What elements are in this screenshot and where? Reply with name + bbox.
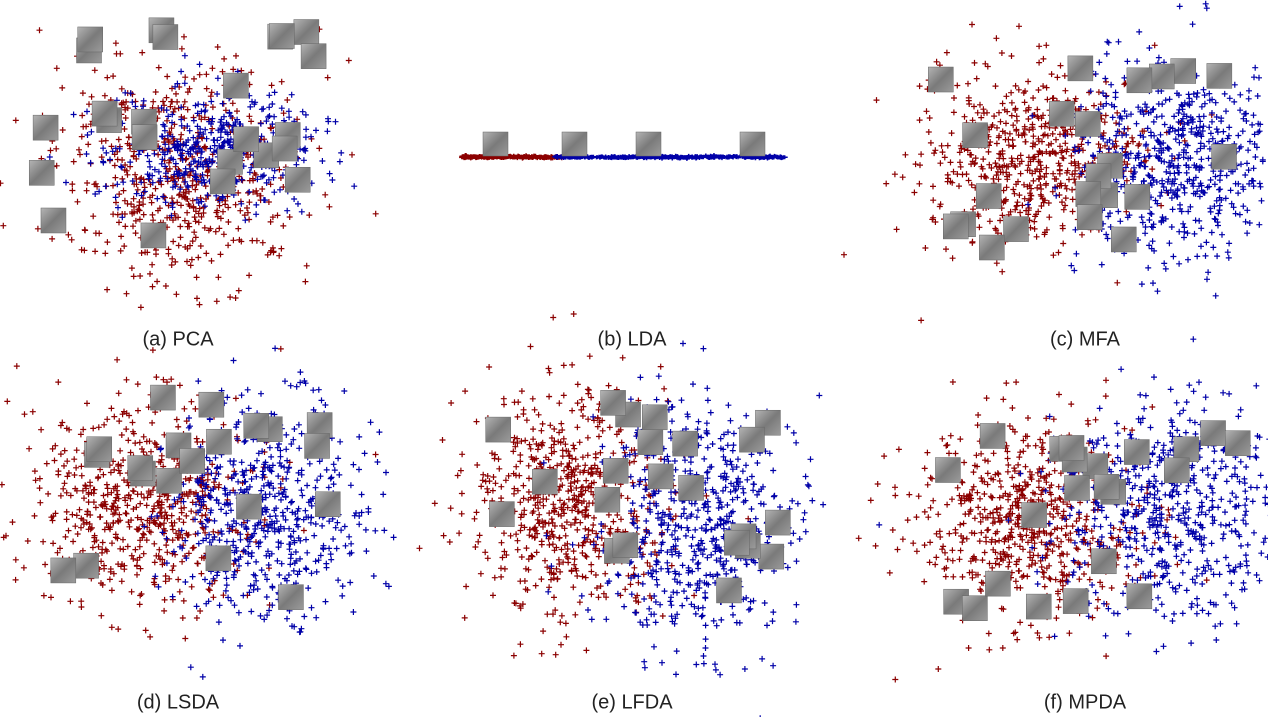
panel-caption: (b) LDA [598,328,668,350]
image-thumbnail [153,25,178,50]
image-thumbnail [976,184,1001,209]
image-thumbnail [1068,56,1093,81]
image-thumbnail [489,502,514,527]
figure: (a) PCA (b) LDA (c) MFA (d) LSDA (e) LFD… [0,0,1268,717]
plots [0,0,1268,717]
panel-caption: (d) LSDA [137,691,220,713]
image-thumbnail [759,544,784,569]
image-thumbnail [638,430,663,455]
image-thumbnail [1124,440,1149,465]
image-thumbnail [739,427,764,452]
image-thumbnail [962,596,987,621]
image-thumbnail [285,167,310,192]
image-thumbnail [1111,227,1136,252]
image-thumbnail [236,494,261,519]
image-thumbnail [1022,503,1047,528]
image-thumbnail [210,169,235,194]
page: (a) PCA (b) LDA (c) MFA (d) LSDA (e) LFD… [0,0,1268,717]
image-thumbnail [1026,594,1051,619]
image-thumbnail [613,533,638,558]
image-thumbnail [603,458,628,483]
image-thumbnail [1075,111,1100,136]
image-thumbnail [1077,205,1102,230]
image-thumbnail [642,405,667,430]
image-thumbnail [1094,474,1119,499]
image-thumbnail [963,123,988,148]
panel-caption: (c) MFA [1050,328,1121,350]
image-thumbnail [1049,101,1074,126]
image-thumbnail [1207,63,1232,88]
image-thumbnail [1212,144,1237,169]
image-thumbnail [1076,182,1101,207]
image-thumbnail [87,437,112,462]
image-thumbnail [1164,458,1189,483]
image-thumbnail [679,475,704,500]
panel-caption: (f) MPDA [1044,691,1127,713]
image-thumbnail [1059,435,1084,460]
image-thumbnail [141,223,166,248]
scatter-points [459,153,565,161]
image-thumbnail [483,132,508,156]
image-thumbnail [1127,584,1152,609]
image-thumbnail [985,571,1010,596]
image-thumbnail [673,431,698,456]
image-thumbnail [980,423,1005,448]
image-thumbnail [180,448,205,473]
image-thumbnail [1171,59,1196,84]
image-thumbnail [740,132,765,156]
image-thumbnail [41,208,66,233]
scatter-points [1025,1,1268,342]
image-thumbnail [1201,421,1226,446]
image-thumbnail [29,160,54,185]
image-thumbnail [92,101,117,126]
image-thumbnail [206,429,231,454]
image-thumbnail [223,73,248,98]
image-thumbnail [1064,475,1089,500]
image-thumbnail [315,492,340,517]
panel-caption: (e) LFDA [591,691,673,713]
image-thumbnail [150,385,175,410]
image-thumbnail [601,390,626,415]
image-thumbnail [78,27,103,52]
image-thumbnail [648,464,673,489]
image-thumbnail [1149,64,1174,89]
image-thumbnail [301,44,326,69]
image-thumbnail [1091,549,1116,574]
panel-caption: (a) PCA [142,328,214,350]
image-thumbnail [305,433,330,458]
image-thumbnail [244,413,269,438]
image-thumbnail [943,214,968,239]
image-thumbnail [724,530,749,555]
image-thumbnail [157,468,182,493]
image-thumbnail [272,136,297,161]
image-thumbnail [1225,431,1250,456]
image-thumbnail [636,132,661,156]
image-thumbnail [51,558,76,583]
image-thumbnail [716,578,741,603]
image-thumbnail [1063,589,1088,614]
image-thumbnail [486,417,511,442]
image-thumbnail [294,20,319,45]
image-thumbnail [979,235,1004,260]
image-thumbnail [1003,217,1028,242]
image-thumbnail [562,132,587,156]
image-thumbnail [765,510,790,535]
image-thumbnail [33,115,58,140]
image-thumbnail [278,585,303,610]
image-thumbnail [199,392,224,417]
image-thumbnail [1127,68,1152,93]
image-thumbnail [532,469,557,494]
image-thumbnail [132,125,157,150]
image-thumbnail [206,546,231,571]
image-thumbnail [269,24,294,49]
image-thumbnail [595,487,620,512]
image-thumbnail [928,67,953,92]
image-thumbnail [1125,184,1150,209]
image-thumbnail [74,553,99,578]
image-thumbnail [935,458,960,483]
image-thumbnail [234,127,259,152]
image-thumbnail [128,456,153,481]
